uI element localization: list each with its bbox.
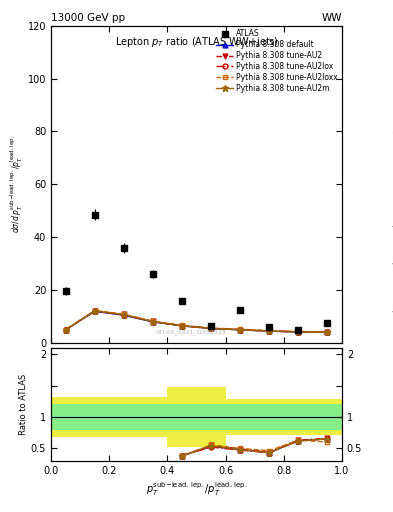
Y-axis label: $d\sigma/d\,p_T^{\rm sub\!-\!lead.\,lep.} / p_T^{\rm lead.\,lep.}$: $d\sigma/d\,p_T^{\rm sub\!-\!lead.\,lep.… <box>9 135 25 233</box>
Text: Rivet 3.1.10, ≥ 1.9M events: Rivet 3.1.10, ≥ 1.9M events <box>391 98 393 175</box>
Text: Lepton $p_T$ ratio (ATLAS WW+jets): Lepton $p_T$ ratio (ATLAS WW+jets) <box>115 35 278 49</box>
Text: WW: WW <box>321 13 342 23</box>
Text: mcplots.cern.ch [arXiv:1306.3436]: mcplots.cern.ch [arXiv:1306.3436] <box>391 216 393 311</box>
Text: ATLAS_2021_I1852328: ATLAS_2021_I1852328 <box>156 330 226 335</box>
X-axis label: $p_T^{\rm sub\!-\!lead.\,lep.} / p_T^{\rm lead.\,lep.}$: $p_T^{\rm sub\!-\!lead.\,lep.} / p_T^{\r… <box>146 480 247 498</box>
Legend: ATLAS, Pythia 8.308 default, Pythia 8.308 tune-AU2, Pythia 8.308 tune-AU2lox, Py: ATLAS, Pythia 8.308 default, Pythia 8.30… <box>215 28 340 95</box>
Y-axis label: Ratio to ATLAS: Ratio to ATLAS <box>19 374 28 435</box>
Text: 13000 GeV pp: 13000 GeV pp <box>51 13 125 23</box>
